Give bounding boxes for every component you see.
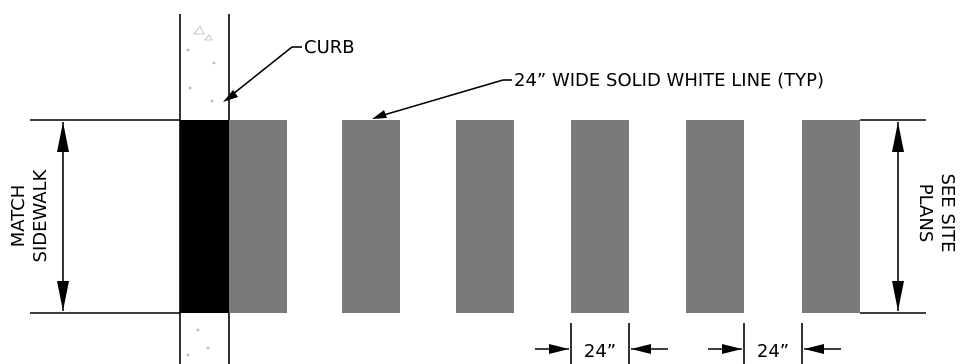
crosswalk-stripes xyxy=(229,120,860,313)
curb-callout: CURB xyxy=(223,37,355,102)
stripe xyxy=(342,120,400,313)
plans-label: PLANS xyxy=(915,184,936,243)
stripe xyxy=(571,120,629,313)
line-note-label: 24” WIDE SOLID WHITE LINE (TYP) xyxy=(514,70,824,91)
gap-dimension-label: 24” xyxy=(757,341,789,362)
gap-dimension-2: 24” xyxy=(708,323,841,364)
line-note-callout: 24” WIDE SOLID WHITE LINE (TYP) xyxy=(372,70,824,119)
see-site-plans-dimension: SEE SITE PLANS xyxy=(892,122,958,311)
stripe xyxy=(456,120,514,313)
see-site-label: SEE SITE xyxy=(937,174,958,253)
match-label: MATCH xyxy=(8,185,29,248)
gap-dimension-label: 24” xyxy=(584,341,616,362)
arrow-right-icon xyxy=(549,344,569,354)
arrow-down-icon xyxy=(57,281,69,311)
match-sidewalk-dimension: MATCH SIDEWALK xyxy=(8,122,69,311)
gap-dimension-1: 24” xyxy=(535,323,668,364)
concrete-hatch xyxy=(186,25,216,357)
curb-label: CURB xyxy=(304,37,355,58)
leader-line xyxy=(376,79,504,118)
arrow-right-icon xyxy=(722,344,742,354)
arrow-left-icon xyxy=(631,344,651,354)
arrow-up-icon xyxy=(892,122,904,152)
arrow-icon xyxy=(223,90,238,102)
curb-fill xyxy=(180,120,229,313)
leader-line xyxy=(227,46,293,99)
sidewalk-label: SIDEWALK xyxy=(30,168,51,262)
arrow-up-icon xyxy=(57,122,69,152)
stripe xyxy=(686,120,744,313)
stripe xyxy=(229,120,287,313)
arrow-icon xyxy=(372,110,387,119)
arrow-left-icon xyxy=(804,344,824,354)
arrow-down-icon xyxy=(892,281,904,311)
stripe xyxy=(802,120,860,313)
curb-section xyxy=(179,14,230,364)
